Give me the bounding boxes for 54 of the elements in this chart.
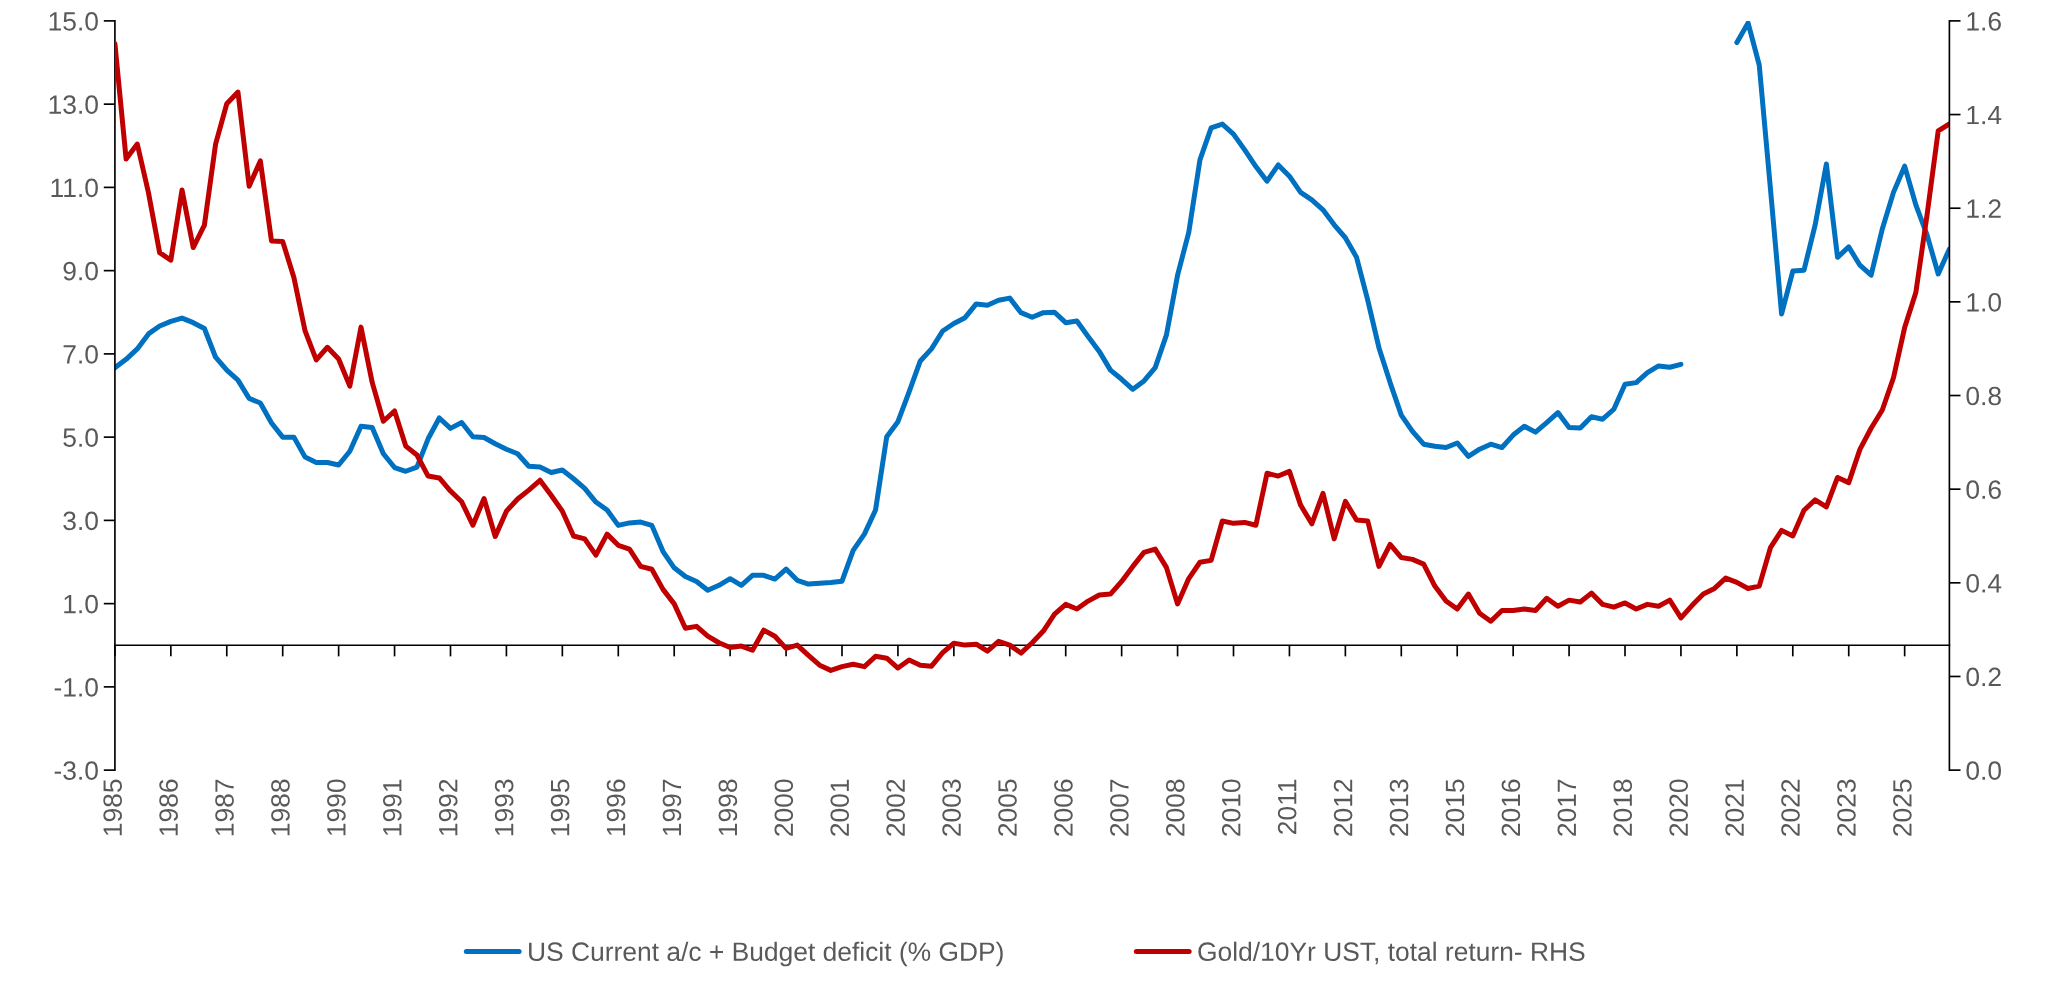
y2-tick-label: 1.4 [1967, 105, 2002, 125]
x-tick-label: 2012 [1333, 779, 1353, 836]
y-tick-label: 5.0 [63, 428, 98, 447]
y2-tick-label: 1.2 [1967, 199, 2001, 218]
x-tick-label: 2001 [830, 779, 850, 836]
y-tick-label: 1.0 [64, 594, 98, 614]
x-tick-label: 2023 [1837, 779, 1856, 836]
x-tick-label: 2025 [1893, 779, 1912, 836]
x-tick-label: 2017 [1557, 779, 1577, 836]
x-tick-label: 2013 [1389, 779, 1409, 836]
y2-tick-label: 0.6 [1966, 480, 2001, 499]
x-tick-label: 1993 [494, 779, 514, 836]
x-tick-label: 2018 [1613, 779, 1633, 836]
x-tick-label: 2003 [942, 779, 961, 836]
x-tick-label: 2005 [998, 779, 1017, 836]
x-tick-label: 2002 [886, 779, 906, 836]
y-tick-label: -1.0 [54, 678, 98, 697]
x-tick-label: 2000 [774, 779, 794, 836]
x-tick-label: 1986 [159, 779, 178, 836]
y2-tick-label: 1.6 [1967, 12, 2001, 31]
x-tick-label: 1990 [327, 779, 346, 836]
y-tick-label: 13.0 [49, 95, 98, 114]
x-tick-label: 2016 [1501, 779, 1521, 836]
x-tick-label: 2008 [1165, 779, 1185, 836]
y2-tick-label: 0.2 [1966, 667, 2001, 687]
x-tick-label: 1997 [662, 779, 682, 836]
y-tick-label: 7.0 [63, 345, 98, 364]
y-tick-label: -3.0 [54, 761, 98, 780]
x-tick-label: 1992 [438, 779, 458, 836]
y-tick-label: 3.0 [63, 511, 98, 531]
y-tick-label: 9.0 [63, 261, 98, 281]
x-tick-label: 1987 [215, 779, 234, 836]
x-tick-label: 1995 [550, 779, 570, 836]
x-tick-label: 2007 [1110, 779, 1129, 836]
x-tick-label: 2006 [1054, 779, 1073, 836]
y2-tick-label: 0.4 [1966, 573, 2002, 593]
legend-label: Gold/10Yr UST, total return- RHS [1198, 941, 1585, 965]
x-tick-label: 1991 [382, 779, 402, 836]
x-tick-label: 2010 [1221, 779, 1241, 836]
y2-tick-label: 1.0 [1967, 292, 2002, 312]
y2-tick-label: 0.8 [1966, 386, 2001, 406]
x-tick-label: 2021 [1725, 779, 1744, 836]
x-tick-label: 1998 [718, 779, 738, 836]
x-tick-label: 2022 [1781, 779, 1800, 836]
y-tick-label: 11.0 [51, 178, 98, 198]
x-tick-label: 1996 [606, 779, 626, 836]
legend-label: US Current a/c + Budget deficit (% GDP) [529, 941, 1003, 967]
x-tick-label: 1985 [103, 779, 122, 836]
x-tick-label: 2020 [1669, 779, 1689, 836]
y-tick-label: 15.0 [49, 12, 98, 31]
x-tick-label: 2015 [1445, 779, 1465, 836]
x-tick-label: 2011 [1277, 779, 1297, 834]
y2-tick-label: 0.0 [1966, 761, 2002, 780]
x-tick-label: 1988 [271, 779, 290, 836]
